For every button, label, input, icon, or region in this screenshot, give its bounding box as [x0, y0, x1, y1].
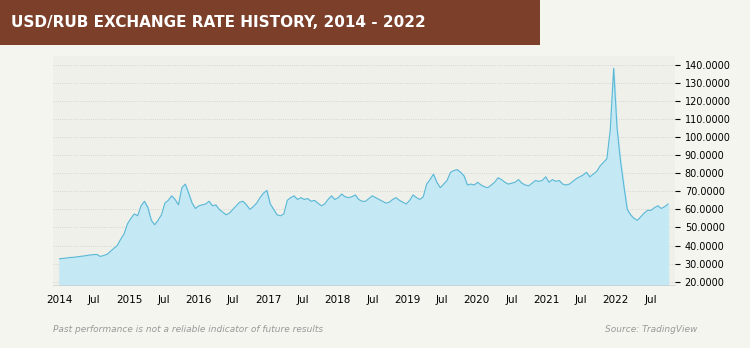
Text: Source: TradingView: Source: TradingView — [605, 325, 698, 334]
Text: USD/RUB EXCHANGE RATE HISTORY, 2014 - 2022: USD/RUB EXCHANGE RATE HISTORY, 2014 - 20… — [10, 15, 425, 30]
Text: Past performance is not a reliable indicator of future results: Past performance is not a reliable indic… — [53, 325, 322, 334]
